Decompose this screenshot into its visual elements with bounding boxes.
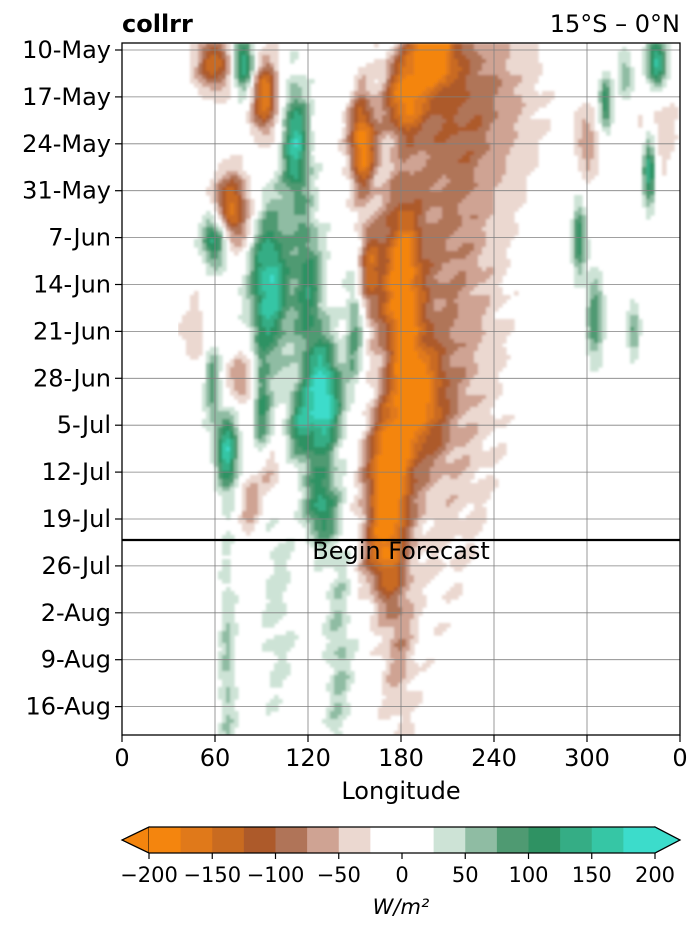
- x-tick-label: 240: [471, 744, 517, 772]
- colorbar-bin: [465, 827, 498, 853]
- chart-title-left: collrr: [122, 10, 193, 38]
- colorbar-tick-label: −200: [120, 863, 178, 887]
- colorbar-bin: [338, 827, 371, 853]
- y-tick-label: 12-Jul: [42, 458, 112, 486]
- grid-lines: [122, 43, 680, 735]
- x-tick-label: 0: [114, 744, 129, 772]
- y-tick-label: 28-Jun: [33, 364, 111, 392]
- colorbar-bin: [307, 827, 340, 853]
- colorbar-bin: [275, 827, 308, 853]
- y-tick-label: 5-Jul: [57, 411, 111, 439]
- forecast-label: Begin Forecast: [312, 537, 490, 565]
- y-tick-label: 31-May: [22, 177, 111, 205]
- y-tick-label: 26-Jul: [42, 552, 112, 580]
- colorbar-tick-label: −150: [183, 863, 241, 887]
- y-tick-label: 16-Aug: [25, 693, 111, 721]
- colorbar-bin: [243, 827, 276, 853]
- colorbar-bin: [212, 827, 245, 853]
- colorbar-bin: [623, 827, 656, 853]
- colorbar-bin: [560, 827, 593, 853]
- x-tick-label: 180: [378, 744, 424, 772]
- x-tick-label: 120: [285, 744, 331, 772]
- chart-title-right: 15°S – 0°N: [550, 10, 680, 38]
- colorbar-tick-label: −50: [317, 863, 361, 887]
- x-tick-label: 300: [564, 744, 610, 772]
- heatmap-field: [178, 43, 679, 735]
- colorbar-extend-high: [654, 826, 682, 854]
- colorbar-bin: [591, 827, 624, 853]
- colorbar-tick-label: 150: [572, 863, 612, 887]
- x-tick-label: 60: [200, 744, 231, 772]
- y-tick-label: 24-May: [22, 130, 111, 158]
- colorbar-extend-low: [120, 826, 150, 854]
- x-axis-label: Longitude: [341, 777, 460, 805]
- y-tick-label: 21-Jun: [33, 317, 111, 345]
- x-axis: 0 60 120 180 240 300 0: [114, 735, 688, 772]
- y-tick-label: 10-May: [22, 36, 111, 64]
- x-tick-label: 0: [672, 744, 687, 772]
- y-tick-label: 7-Jun: [48, 224, 111, 252]
- colorbar-label: W/m²: [373, 895, 430, 919]
- colorbar-bin: [180, 827, 213, 853]
- y-tick-label: 17-May: [22, 83, 111, 111]
- colorbar: −200 −150 −100 −50 0 50 100 150 200: [120, 826, 682, 887]
- colorbar-tick-label: 200: [635, 863, 675, 887]
- colorbar-tick-label: 50: [452, 863, 479, 887]
- colorbar-bin: [370, 827, 435, 853]
- y-tick-label: 19-Jul: [42, 505, 112, 533]
- colorbar-bin: [496, 827, 529, 853]
- colorbar-tick-label: −100: [247, 863, 305, 887]
- y-axis: 10-May 17-May 24-May 31-May 7-Jun 14-Jun 21-Ju…: [22, 36, 122, 721]
- y-tick-label: 2-Aug: [41, 599, 111, 627]
- y-tick-label: 14-Jun: [33, 271, 111, 299]
- colorbar-bin: [149, 827, 182, 853]
- colorbar-bin: [528, 827, 561, 853]
- colorbar-tick-label: 0: [395, 863, 408, 887]
- y-tick-label: 9-Aug: [41, 646, 111, 674]
- colorbar-tick-label: 100: [508, 863, 548, 887]
- colorbar-bin: [433, 827, 466, 853]
